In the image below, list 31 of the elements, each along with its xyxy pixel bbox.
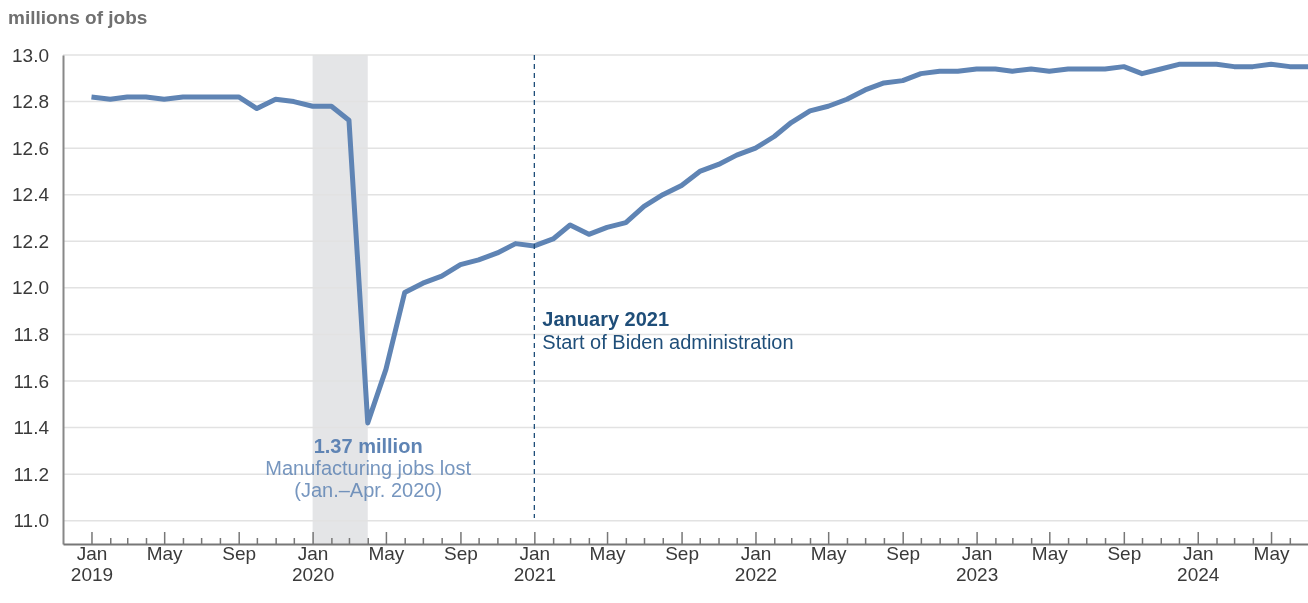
y-tick-label: 12.2 xyxy=(12,230,49,252)
x-tick-label: May xyxy=(368,543,405,564)
y-tick-label: 12.0 xyxy=(12,277,49,299)
y-tick-label: 12.6 xyxy=(12,137,49,159)
x-tick-label: May xyxy=(810,543,848,564)
x-tick-label: Jan 2021 xyxy=(513,543,556,585)
y-tick-label: 13.0 xyxy=(12,44,49,66)
y-tick-label: 11.2 xyxy=(13,463,49,485)
x-tick-label: Jan 2019 xyxy=(70,543,114,585)
x-tick-label: Sep xyxy=(665,543,699,564)
x-tick-label: Sep xyxy=(886,543,921,564)
x-tick-label: May xyxy=(589,543,626,564)
x-tick-label: Jan 2023 xyxy=(955,543,999,585)
ref-line-label: January 2021 Start of Biden administration xyxy=(542,308,794,353)
y-tick-label: 11.6 xyxy=(13,370,49,392)
x-tick-label: Sep xyxy=(444,543,478,564)
y-tick-label: 11.8 xyxy=(13,324,49,346)
y-tick-label: 12.4 xyxy=(12,184,50,206)
x-tick-label: May xyxy=(1253,543,1290,564)
y-tick-label: 11.4 xyxy=(13,417,50,439)
x-tick-label: Jan 2020 xyxy=(291,543,335,585)
y-axis-title: millions of jobs xyxy=(8,7,148,28)
y-tick-label: 11.0 xyxy=(13,510,49,532)
x-tick-label: Jan 2024 xyxy=(1177,543,1220,585)
y-tick-label: 12.8 xyxy=(12,91,49,113)
band-label: 1.37 million Manufacturing jobs lost (Jan.–Apr. 2020) xyxy=(265,435,472,501)
x-tick-label: May xyxy=(1031,543,1069,564)
x-tick-label: Sep xyxy=(222,543,257,564)
x-tick-label: Jan 2022 xyxy=(734,543,778,585)
x-tick-label: May xyxy=(146,543,184,564)
x-tick-label: Sep xyxy=(1107,543,1142,564)
